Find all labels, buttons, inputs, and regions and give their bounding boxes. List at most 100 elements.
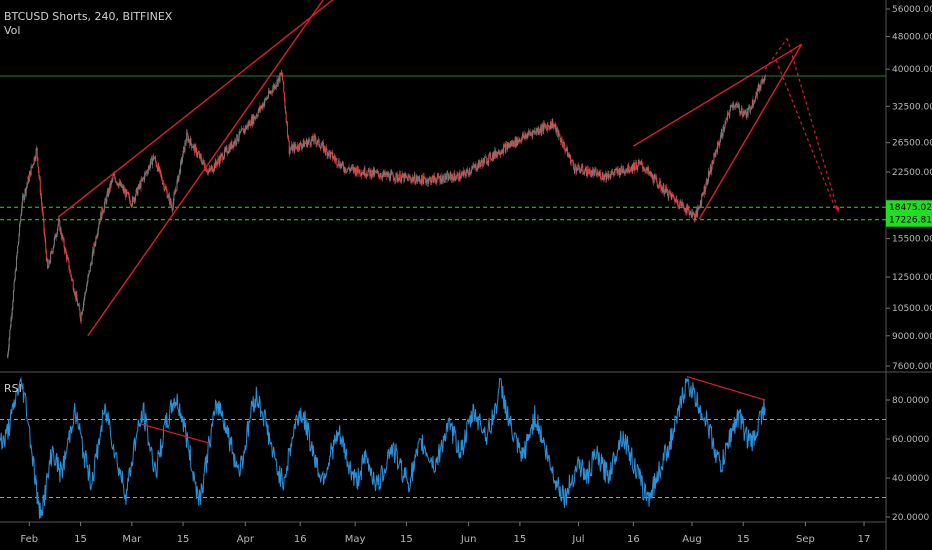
candle-body	[560, 140, 562, 143]
candle-body	[212, 171, 214, 172]
candle-body	[327, 153, 329, 156]
candle-body	[321, 142, 323, 146]
candle-body	[610, 173, 612, 177]
rsi-divergence-line	[138, 422, 209, 444]
candle-body	[333, 156, 335, 159]
candle-body	[117, 185, 119, 187]
candle-body	[667, 195, 669, 198]
candle-body	[109, 183, 111, 192]
candle-body	[460, 174, 462, 178]
candle-body	[87, 276, 89, 283]
candle-body	[590, 170, 592, 177]
candle-body	[577, 164, 579, 171]
candle-body	[14, 279, 16, 282]
candle-body	[392, 173, 394, 177]
candle-body	[66, 256, 68, 260]
candle-body	[155, 157, 157, 162]
candle-body	[488, 153, 490, 156]
candle-body	[642, 168, 644, 170]
candle-body	[516, 137, 518, 146]
candle-body	[634, 163, 636, 171]
candle-body	[74, 291, 76, 295]
candle-body	[266, 97, 268, 99]
candle-body	[330, 151, 332, 153]
candle-body	[393, 179, 395, 181]
candle-body	[443, 175, 445, 182]
candle-body	[319, 145, 321, 148]
price-tick-label: 40000.0000	[892, 65, 932, 75]
candle-body	[601, 173, 603, 179]
candle-body	[62, 235, 64, 240]
candle-body	[239, 131, 241, 134]
candle-body	[585, 166, 587, 171]
candle-body	[339, 163, 341, 169]
candle-body	[151, 157, 153, 165]
candle-body	[160, 173, 162, 176]
candle-body	[19, 223, 21, 236]
candle-body	[67, 256, 69, 259]
candle-body	[394, 179, 396, 181]
candle-body	[184, 142, 186, 152]
candle-body	[11, 315, 13, 318]
candle-body	[454, 176, 456, 180]
candle-body	[366, 175, 368, 176]
candle-body	[659, 181, 661, 188]
candle-body	[687, 207, 689, 209]
candle-body	[623, 168, 625, 173]
candle-body	[350, 166, 352, 169]
candle-body	[355, 168, 357, 175]
candle-body	[48, 260, 50, 264]
candle-body	[253, 116, 255, 123]
candle-body	[141, 179, 143, 181]
candle-body	[612, 171, 614, 173]
candle-body	[452, 176, 454, 178]
candle-body	[629, 169, 631, 171]
candle-body	[621, 166, 623, 171]
candle-body	[61, 234, 63, 239]
candle-body	[318, 139, 320, 146]
candle-body	[588, 173, 590, 175]
candle-body	[546, 125, 548, 131]
candle-body	[26, 185, 28, 188]
candle-body	[657, 185, 659, 187]
axis-layer: 56000.0000 48000.0000 40000.0000 32500.0000…	[20, 5, 932, 545]
candle-body	[631, 165, 633, 172]
candle-body	[496, 153, 498, 157]
candle-body	[640, 161, 642, 163]
candle-body	[691, 215, 693, 217]
candle-body	[670, 194, 672, 199]
candle-body	[238, 131, 240, 139]
candle-body	[609, 176, 611, 178]
candle-body	[135, 190, 137, 196]
candle-body	[629, 169, 631, 172]
support-price-tag: 18475.0226	[886, 200, 932, 215]
candle-body	[635, 162, 637, 168]
candle-body	[377, 171, 379, 173]
candle-body	[277, 79, 279, 85]
candle-body	[637, 162, 639, 167]
candle-body	[318, 139, 320, 140]
candle-body	[329, 152, 331, 158]
candle-body	[152, 155, 154, 160]
candle-body	[172, 208, 174, 211]
candle-body	[375, 171, 377, 173]
candle-body	[125, 190, 127, 198]
candle-body	[761, 82, 763, 84]
candle-body	[721, 135, 723, 137]
candle-body	[34, 157, 36, 160]
candle-body	[379, 176, 381, 178]
candle-body	[732, 103, 734, 108]
candle-body	[668, 191, 670, 193]
candle-body	[504, 145, 506, 146]
candle-body	[208, 170, 210, 172]
candle-body	[424, 178, 426, 179]
candle-body	[305, 143, 307, 144]
candle-body	[551, 125, 553, 128]
candle-body	[363, 172, 365, 175]
candle-body	[737, 105, 739, 108]
candle-body	[298, 149, 300, 150]
candle-body	[707, 181, 709, 183]
candle-body	[97, 232, 99, 236]
candle-body	[440, 175, 442, 183]
